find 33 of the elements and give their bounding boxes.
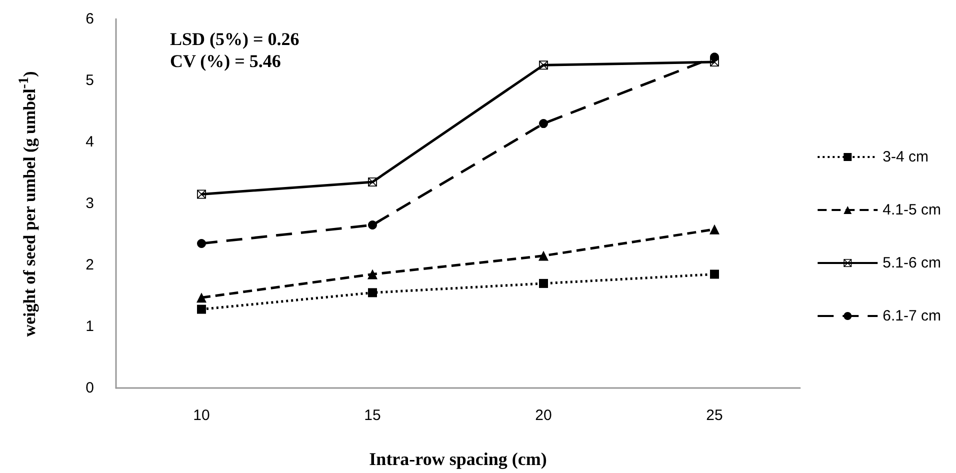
y-tick-label: 2: [86, 256, 94, 274]
point: [710, 52, 719, 62]
legend-label: 3-4 cm: [882, 148, 928, 166]
x-tick-label: 25: [706, 407, 723, 424]
x-tick-label: 20: [535, 407, 552, 424]
legend-label: 6.1-7 cm: [882, 308, 942, 324]
x-tick-label: 15: [364, 407, 381, 424]
y-tick-label: 0: [86, 380, 94, 396]
y-tick-label: 6: [86, 10, 94, 28]
point: [710, 224, 720, 234]
y-tick-label: 3: [86, 195, 94, 212]
point: [196, 292, 206, 303]
x-axis-title: Intra-row spacing (cm): [369, 449, 547, 469]
annotation: LSD (5%) = 0.26: [170, 29, 300, 49]
point: [197, 238, 206, 248]
x-tick-label: 10: [193, 407, 210, 424]
y-tick-label: 1: [86, 318, 94, 335]
point: [539, 119, 548, 128]
legend-label: 5.1-6 cm: [882, 254, 942, 272]
y-tick-label: 4: [86, 134, 94, 150]
legend-label: 4.1-5 cm: [882, 202, 942, 218]
y-tick-label: 5: [86, 72, 94, 89]
point: [368, 220, 377, 230]
point: [197, 304, 206, 314]
point: [368, 177, 377, 186]
point: [710, 270, 719, 279]
point: [368, 269, 378, 280]
point: [538, 250, 548, 261]
annotation: CV (%) = 5.46: [170, 51, 281, 71]
point: [197, 190, 206, 199]
point: [368, 288, 377, 298]
point: [539, 278, 548, 288]
point: [539, 60, 548, 70]
